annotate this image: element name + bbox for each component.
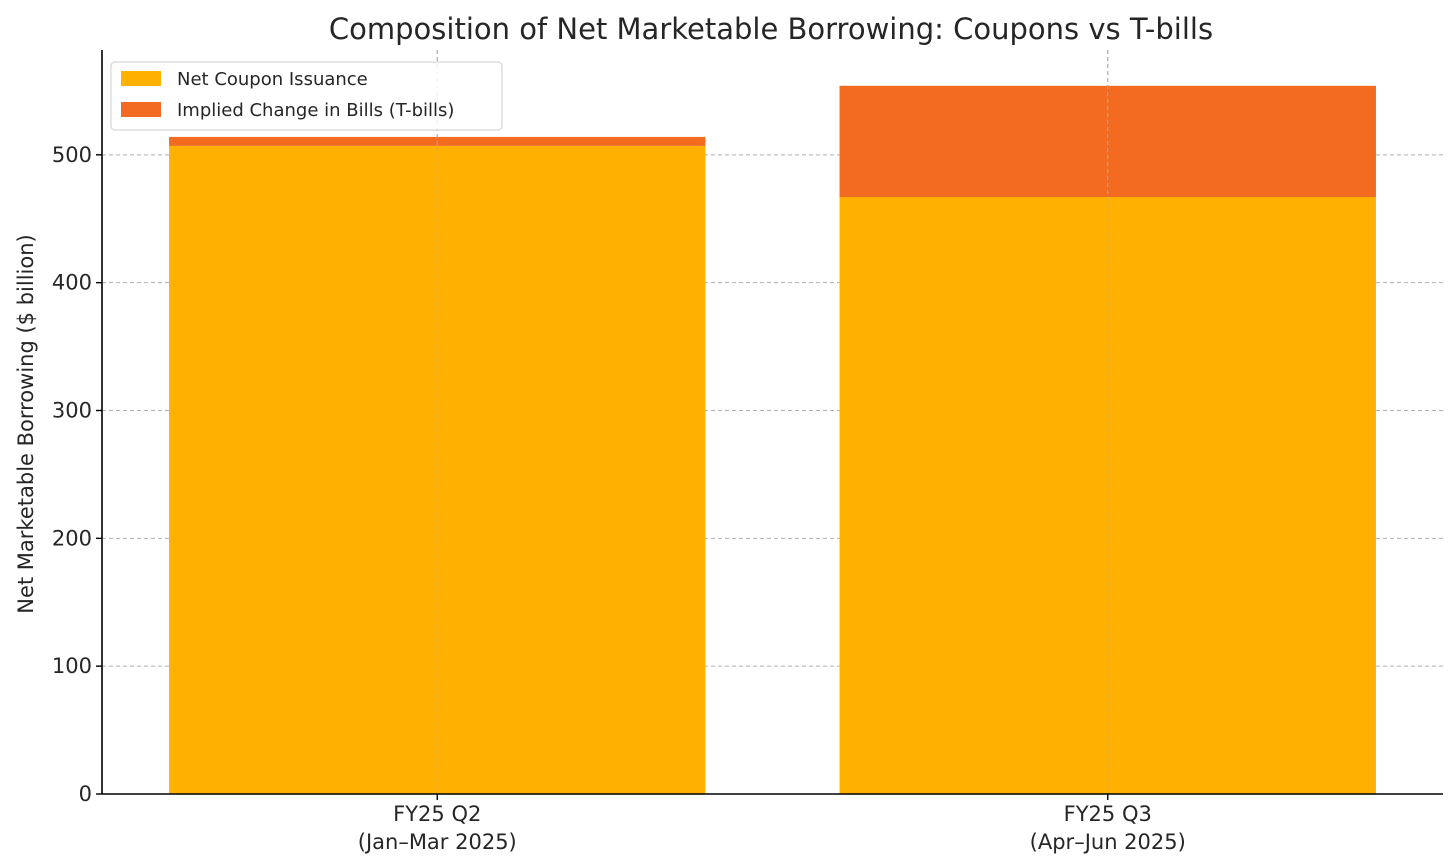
legend-swatch — [121, 71, 161, 86]
chart-title: Composition of Net Marketable Borrowing:… — [329, 12, 1213, 46]
y-axis-label: Net Marketable Borrowing ($ billion) — [14, 234, 38, 613]
legend-label: Net Coupon Issuance — [177, 69, 368, 90]
x-tick-label: FY25 Q2 — [393, 802, 481, 826]
bars-layer — [169, 50, 1376, 794]
x-tick-label: (Jan–Mar 2025) — [358, 830, 517, 854]
y-tick-label: 300 — [52, 398, 92, 422]
x-tick-label: FY25 Q3 — [1064, 802, 1152, 826]
axes-layer — [101, 50, 1443, 795]
legend-label: Implied Change in Bills (T-bills) — [177, 100, 454, 121]
x-tick-label: (Apr–Jun 2025) — [1030, 830, 1186, 854]
ticks-layer: 0 100 200 300 400 500 FY25 Q2 (Jan–Mar 2025) FY2… — [52, 143, 1186, 854]
y-tick-label: 200 — [52, 526, 92, 550]
y-tick-label: 100 — [52, 654, 92, 678]
y-tick-label: 0 — [79, 782, 92, 806]
legend-swatch — [121, 102, 161, 117]
y-tick-label: 400 — [52, 271, 92, 295]
y-tick-label: 500 — [52, 143, 92, 167]
legend: Net Coupon Issuance Implied Change in Bil… — [110, 61, 503, 131]
legend-frame — [110, 61, 503, 131]
